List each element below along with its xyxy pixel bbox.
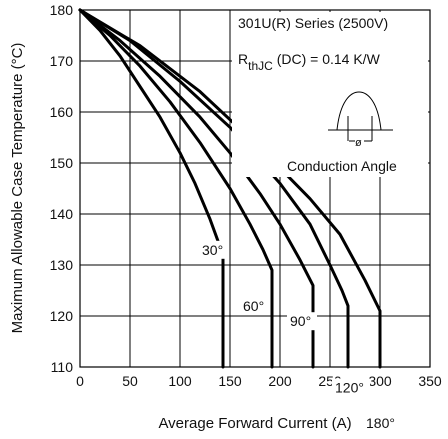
- series-label-text: 60°: [243, 298, 264, 314]
- plot-frame: [79, 9, 431, 368]
- series-label: 90°: [287, 312, 317, 331]
- series-label: 120°: [332, 378, 370, 397]
- chart-series-labels: 30° 60° 90° 120° 180°: [199, 240, 401, 433]
- rth-symbol: R: [238, 51, 248, 67]
- y-tick-label: 120: [50, 308, 74, 324]
- series-label-text: 180°: [366, 415, 395, 431]
- x-tick-label: 50: [122, 373, 138, 389]
- half-sine-waveform: [336, 91, 382, 131]
- x-tick-label: 150: [218, 373, 242, 389]
- x-tick-label: 0: [76, 373, 84, 389]
- y-tick-label: 140: [50, 206, 74, 222]
- rth-rest: (DC) = 0.14 K/W: [273, 51, 381, 67]
- y-tick-label: 160: [50, 104, 74, 120]
- series-label-background: [363, 414, 401, 433]
- series-annotation: 301U(R) Series (2500V): [238, 15, 388, 31]
- series-line: [78, 8, 382, 369]
- series-label-text: 90°: [290, 313, 311, 329]
- y-tick-label: 110: [51, 359, 74, 375]
- series-label-text: 120°: [335, 380, 364, 396]
- series-label-background: [240, 296, 270, 315]
- series-label: 180°: [363, 414, 401, 433]
- x-axis-label: Average Forward Current (A): [158, 415, 351, 432]
- rth-annotation: RthJC (DC) = 0.14 K/W: [238, 51, 381, 73]
- series-line: [78, 8, 274, 369]
- chart-ticks: 0 50 100 150 200 250 300 3501101201301401501601…: [50, 2, 442, 389]
- annotation-box: [232, 12, 428, 177]
- series-label: 60°: [240, 296, 270, 315]
- inset-label: Conduction Angle: [287, 158, 397, 174]
- series-line: [78, 8, 225, 369]
- y-tick-label: 130: [50, 257, 74, 273]
- x-tick-label: 350: [418, 373, 442, 389]
- phi-symbol: ø: [355, 137, 362, 149]
- chart-series: [78, 8, 382, 369]
- y-tick-label: 170: [50, 53, 74, 69]
- x-tick-label: 200: [268, 373, 292, 389]
- x-tick-label: 100: [168, 373, 192, 389]
- conduction-angle-diagram: ø: [328, 91, 393, 149]
- series-label-text: 30°: [202, 242, 223, 258]
- series-label: 30°: [199, 240, 229, 259]
- series-label-background: [287, 312, 317, 331]
- series-label-background: [332, 378, 370, 397]
- x-tick-label: 300: [368, 373, 392, 389]
- y-tick-label: 150: [50, 155, 74, 171]
- series-line: [78, 8, 350, 369]
- rth-subscript: thJC: [248, 59, 273, 73]
- y-tick-label: 180: [50, 2, 74, 18]
- y-axis-label: Maximum Allowable Case Temperature (°C): [9, 43, 26, 334]
- series-label-background: [199, 240, 229, 259]
